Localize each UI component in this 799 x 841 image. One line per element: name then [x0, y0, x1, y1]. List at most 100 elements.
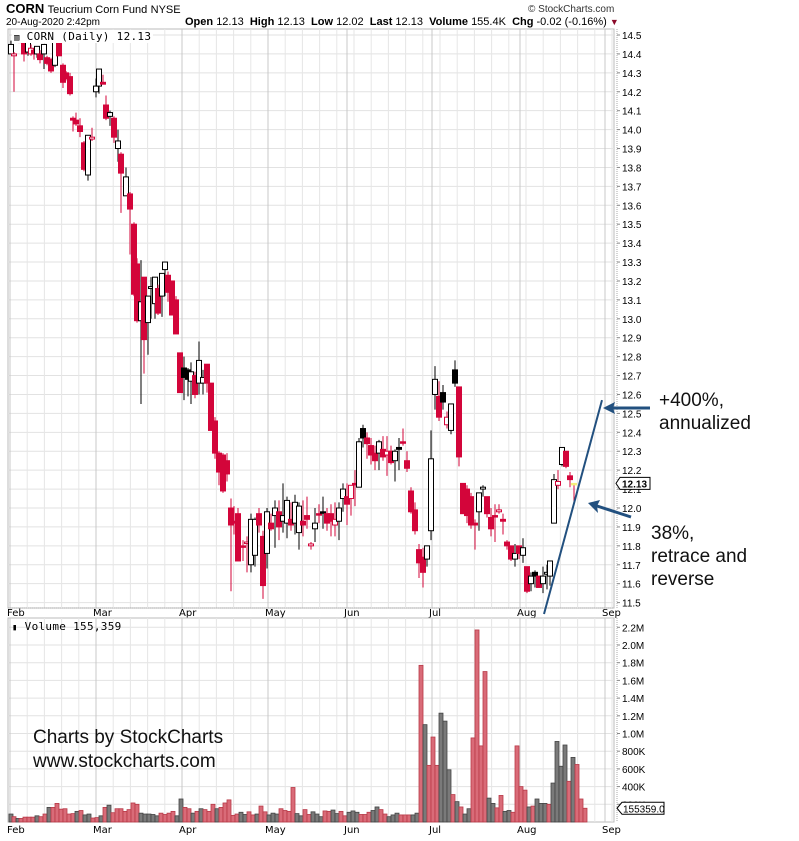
high-value: 12.13	[277, 16, 305, 28]
svg-text:11.9: 11.9	[622, 523, 641, 534]
svg-text:Jun: Jun	[343, 608, 360, 619]
svg-text:14.3: 14.3	[622, 69, 642, 80]
svg-text:12.7: 12.7	[622, 372, 642, 383]
svg-text:Sep: Sep	[602, 825, 621, 836]
svg-text:14.5: 14.5	[622, 31, 642, 42]
symbol: CORN	[6, 1, 45, 16]
svg-text:11.5: 11.5	[622, 599, 641, 610]
svg-text:Apr: Apr	[179, 825, 197, 836]
svg-text:Apr: Apr	[179, 608, 197, 619]
volume-axis: 2.2M 2.0M 1.8M 1.6M 1.4M 1.2M 1.0M 800K 600K 400K…	[7, 618, 665, 836]
watermark-line2: www.stockcharts.com	[33, 751, 216, 772]
svg-text:Feb: Feb	[7, 608, 25, 619]
svg-text:600K: 600K	[622, 765, 646, 776]
volume-bars	[8, 629, 588, 823]
svg-text:1.8M: 1.8M	[622, 659, 644, 670]
svg-text:12.0: 12.0	[622, 504, 642, 515]
svg-text:Sep: Sep	[602, 608, 621, 619]
svg-text:12.5: 12.5	[622, 409, 642, 420]
svg-text:2.2M: 2.2M	[622, 623, 644, 634]
copyright-notice: © StockCharts.com	[528, 4, 615, 15]
svg-text:800K: 800K	[622, 747, 646, 758]
price-legend: ▥ CORN (Daily) 12.13	[12, 30, 154, 43]
svg-text:Aug: Aug	[517, 608, 537, 619]
annotation-lower-line3: reverse	[651, 569, 715, 590]
high-label: High	[249, 16, 275, 28]
chart-title: CORN Teucrium Corn Fund NYSE	[6, 1, 181, 16]
price-grid	[7, 28, 615, 609]
svg-text:12.13: 12.13	[622, 479, 647, 490]
chart-datetime: 20-Aug-2020 2:42pm	[6, 17, 100, 28]
svg-text:Aug: Aug	[517, 825, 537, 836]
volume-grid	[7, 617, 615, 823]
svg-text:13.2: 13.2	[622, 277, 642, 288]
last-value: 12.13	[395, 16, 423, 28]
svg-text:11.6: 11.6	[622, 580, 641, 591]
annotation-lower-line2: retrace and	[651, 546, 748, 567]
svg-text:Jul: Jul	[428, 825, 441, 836]
open-value: 12.13	[216, 16, 244, 28]
candlestick-icon: ▥	[14, 33, 20, 43]
svg-text:11.7: 11.7	[622, 561, 641, 572]
svg-text:13.0: 13.0	[622, 315, 642, 326]
volume-value: 155.4K	[471, 16, 506, 28]
low-value: 12.02	[336, 16, 364, 28]
svg-text:13.3: 13.3	[622, 258, 642, 269]
svg-text:12.4: 12.4	[622, 428, 642, 439]
svg-text:1.6M: 1.6M	[622, 676, 644, 687]
svg-text:12.9: 12.9	[622, 334, 642, 345]
annotation-overlay	[543, 399, 650, 615]
low-label: Low	[311, 16, 334, 28]
price-candles	[8, 34, 577, 599]
volume-legend-text: Volume 155,359	[24, 620, 122, 633]
svg-text:Jul: Jul	[428, 608, 441, 619]
chg-label: Chg	[512, 16, 534, 28]
svg-text:12.2: 12.2	[622, 466, 642, 477]
svg-text:1.4M: 1.4M	[622, 694, 644, 705]
svg-text:12.3: 12.3	[622, 447, 642, 458]
price-legend-text: CORN (Daily) 12.13	[26, 30, 152, 43]
volume-label: Volume	[429, 16, 468, 28]
svg-text:May: May	[265, 825, 286, 836]
svg-text:14.0: 14.0	[622, 126, 642, 137]
svg-text:1.0M: 1.0M	[622, 730, 644, 741]
last-label: Last	[369, 16, 393, 28]
volume-bars-icon: ▮	[12, 623, 18, 633]
svg-text:Feb: Feb	[7, 825, 25, 836]
fund-name: Teucrium Corn Fund	[47, 4, 148, 16]
svg-text:13.9: 13.9	[622, 145, 642, 156]
annotation-upper-line1: +400%,	[659, 390, 724, 411]
svg-text:14.2: 14.2	[622, 88, 642, 99]
annotation-upper: +400%, annualized	[659, 389, 751, 435]
volume-legend: ▮ Volume 155,359	[12, 620, 122, 633]
svg-text:13.7: 13.7	[622, 182, 642, 193]
svg-text:Mar: Mar	[93, 825, 113, 836]
svg-text:1.2M: 1.2M	[622, 712, 644, 723]
down-triangle-icon: ▼	[609, 17, 619, 27]
svg-text:14.4: 14.4	[622, 50, 642, 61]
annotation-upper-line2: annualized	[659, 413, 751, 434]
watermark-line1: Charts by StockCharts	[33, 727, 224, 748]
svg-text:400K: 400K	[622, 783, 646, 794]
svg-text:11.8: 11.8	[622, 542, 641, 553]
svg-text:12.1: 12.1	[622, 485, 642, 496]
svg-text:14.1: 14.1	[622, 107, 642, 118]
annotation-lower: 38%, retrace and reverse	[651, 522, 747, 591]
quote-bar: Open 12.13 High 12.13 Low 12.02 Last 12.…	[185, 16, 619, 28]
svg-text:Jun: Jun	[343, 825, 360, 836]
svg-text:12.6: 12.6	[622, 390, 642, 401]
svg-text:Mar: Mar	[93, 608, 113, 619]
svg-text:May: May	[265, 608, 286, 619]
svg-text:13.4: 13.4	[622, 239, 642, 250]
svg-text:13.6: 13.6	[622, 201, 642, 212]
svg-text:2.0M: 2.0M	[622, 641, 644, 652]
chg-value: -0.02 (-0.16%)	[536, 16, 607, 28]
svg-text:13.1: 13.1	[622, 296, 642, 307]
annotation-lower-line1: 38%,	[651, 523, 695, 544]
open-label: Open	[185, 16, 214, 28]
svg-text:13.8: 13.8	[622, 163, 642, 174]
price-axis: 14.5 14.4 14.3 14.2 14.1 14.0 13.9 13.8 13.7 13.6…	[7, 29, 651, 619]
svg-text:13.5: 13.5	[622, 220, 642, 231]
exchange: NYSE	[150, 4, 181, 16]
